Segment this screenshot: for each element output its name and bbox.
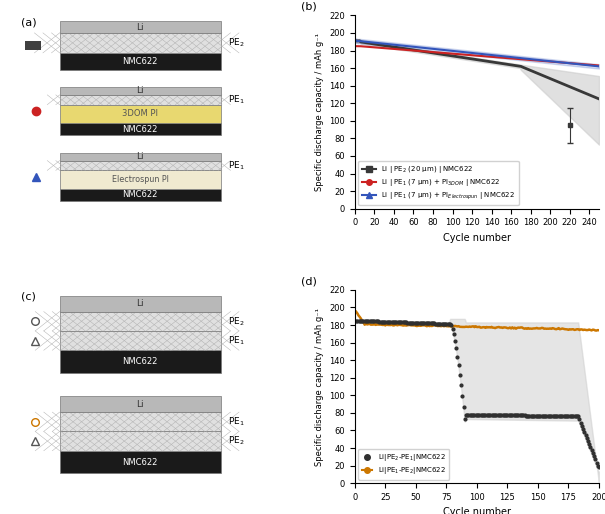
Legend: Li | PE$_2$ (20 μm) | NMC622, Li | PE$_1$ (7 μm) + PI$_{3DOM}$ | NMC622, Li | PE: Li | PE$_2$ (20 μm) | NMC622, Li | PE$_1… [358,161,518,205]
Bar [60,87,221,95]
Bar [60,105,221,123]
Text: PE$_1$: PE$_1$ [228,159,244,172]
Text: PE$_2$: PE$_2$ [228,315,244,327]
Text: Li: Li [136,152,144,161]
Text: 3DOM PI: 3DOM PI [122,109,158,118]
Bar [60,33,221,53]
Text: Li: Li [136,23,144,31]
Bar [60,451,221,473]
Text: PE$_2$: PE$_2$ [228,36,244,49]
Bar [60,350,221,373]
Text: (b): (b) [301,2,317,12]
Text: PE$_1$: PE$_1$ [228,334,244,347]
Bar [60,331,221,350]
Text: NMC622: NMC622 [122,124,158,134]
Legend: Li|PE$_2$-PE$_1$|NMC622, Li|PE$_1$-PE$_2$|NMC622: Li|PE$_2$-PE$_1$|NMC622, Li|PE$_1$-PE$_2… [358,449,450,480]
Text: (d): (d) [301,276,317,286]
Text: PE$_1$: PE$_1$ [228,415,244,428]
Bar [60,21,221,33]
Bar [60,431,221,451]
Text: PE$_1$: PE$_1$ [228,94,244,106]
Bar [60,153,221,160]
Text: Li: Li [136,299,144,308]
X-axis label: Cycle number: Cycle number [443,233,511,243]
Bar [60,296,221,311]
Text: NMC622: NMC622 [122,190,158,199]
Text: PE$_2$: PE$_2$ [228,435,244,447]
Text: Electrospun PI: Electrospun PI [112,175,169,184]
Bar [60,95,221,105]
Bar [60,123,221,135]
Text: NMC622: NMC622 [122,57,158,66]
Bar [25,41,41,50]
Y-axis label: Specific discharge capacity / mAh g⁻¹: Specific discharge capacity / mAh g⁻¹ [315,307,324,466]
Bar [60,160,221,170]
Text: (a): (a) [21,17,36,27]
Text: NMC622: NMC622 [122,457,158,467]
X-axis label: Cycle number: Cycle number [443,507,511,514]
Bar [60,170,221,189]
Text: NMC622: NMC622 [122,357,158,366]
Bar [60,396,221,412]
Bar [60,311,221,331]
Y-axis label: Specific discharge capacity / mAh g⁻¹: Specific discharge capacity / mAh g⁻¹ [315,33,324,191]
Bar [60,412,221,431]
Text: Li: Li [136,400,144,409]
Bar [60,189,221,201]
Text: Li: Li [136,86,144,96]
Bar [60,53,221,69]
Text: (c): (c) [21,292,36,302]
